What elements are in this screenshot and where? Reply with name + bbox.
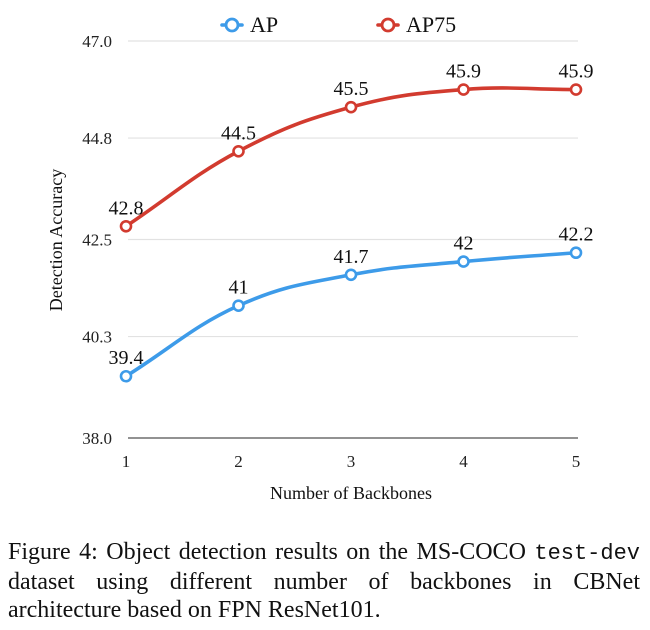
y-axis-title: Detection Accuracy xyxy=(46,169,66,311)
data-label-ap75: 45.9 xyxy=(559,61,594,83)
axes: 38.0 40.3 42.5 44.8 47.0 1 2 3 4 5 Number of Backb… xyxy=(46,32,580,503)
legend-marker-ap xyxy=(224,17,240,33)
data-point-ap75 xyxy=(457,83,470,96)
data-label-ap: 41.7 xyxy=(334,246,369,268)
x-axis-title: Number of Backbones xyxy=(270,483,432,503)
data-label-ap: 39.4 xyxy=(109,347,144,369)
data-label-ap75: 45.5 xyxy=(334,78,369,100)
chart: 38.0 40.3 42.5 44.8 47.0 1 2 3 4 5 Number of Backb… xyxy=(46,12,594,503)
data-point-ap xyxy=(569,246,583,260)
legend-marker-ap75 xyxy=(380,17,396,33)
data-point-ap xyxy=(344,268,358,282)
legend-label-ap: AP xyxy=(250,12,278,37)
y-tick-label: 47.0 xyxy=(82,32,112,51)
data-point-ap75 xyxy=(232,144,245,158)
figure-caption: Figure 4: Object detection results on th… xyxy=(8,538,640,624)
data-label-ap75: 42.8 xyxy=(109,197,144,219)
x-tick-label: 1 xyxy=(122,452,131,471)
caption-prefix: Figure 4: Object detection results on th… xyxy=(8,539,535,565)
data-label-ap: 42 xyxy=(454,233,474,255)
data-point-ap75 xyxy=(119,219,133,233)
y-tick-label: 44.8 xyxy=(82,129,112,148)
data-label-ap: 42.2 xyxy=(559,224,594,246)
data-point-ap75 xyxy=(569,83,583,96)
y-tick-label: 40.3 xyxy=(82,328,112,347)
data-labels: 39.4 41 41.7 42 42.2 42.8 44.5 45.5 45.9 45.9 xyxy=(109,61,594,370)
data-point-ap xyxy=(232,299,245,312)
x-tick-label: 3 xyxy=(347,452,356,471)
data-label-ap: 41 xyxy=(229,277,249,299)
series xyxy=(119,83,583,383)
y-tick-label: 42.5 xyxy=(82,231,112,250)
x-tick-label: 5 xyxy=(572,452,581,471)
caption-code: test-dev xyxy=(534,541,640,566)
data-point-ap xyxy=(119,369,133,383)
legend: AP AP75 xyxy=(220,12,456,37)
data-point-ap xyxy=(457,255,470,268)
data-label-ap75: 44.5 xyxy=(221,122,256,144)
legend-label-ap75: AP75 xyxy=(406,12,456,37)
data-label-ap75: 45.9 xyxy=(446,61,481,83)
caption-suffix: dataset using different number of backbo… xyxy=(8,569,640,623)
line-chart: 38.0 40.3 42.5 44.8 47.0 1 2 3 4 5 Number of Backb… xyxy=(46,12,594,503)
data-point-ap75 xyxy=(344,100,358,114)
x-tick-label: 4 xyxy=(459,452,468,471)
x-tick-label: 2 xyxy=(234,452,243,471)
gridlines xyxy=(128,40,578,439)
y-tick-label: 38.0 xyxy=(82,429,112,448)
